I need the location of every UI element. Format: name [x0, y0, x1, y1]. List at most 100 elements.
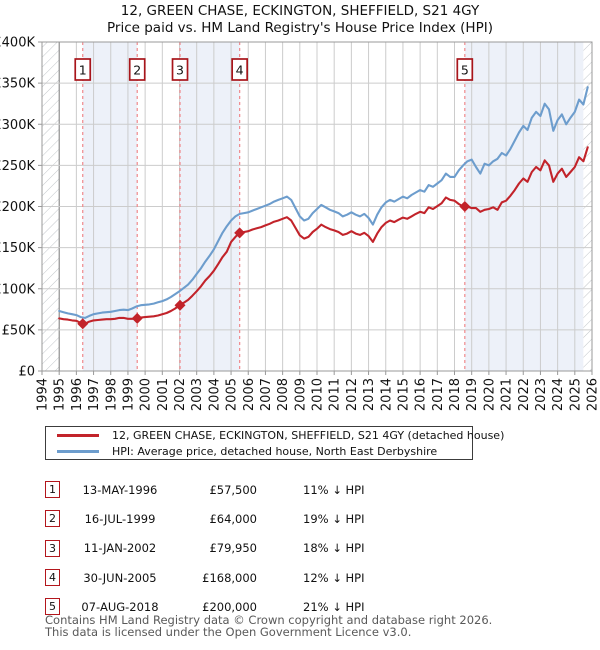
legend-swatch-icon: [57, 449, 99, 453]
x-tick-label-1996: 1996: [70, 378, 85, 411]
sale-date: 30-JUN-2005: [83, 570, 157, 585]
sale-number-badge: 2: [45, 510, 60, 528]
sale-row-1: 1 13-MAY-1996 £57,500 11% ↓ HPI: [45, 475, 565, 504]
sale-vs-hpi: 19% ↓ HPI: [303, 511, 365, 526]
x-tick-label-1994: 1994: [36, 378, 51, 411]
x-tick-label-2007: 2007: [259, 378, 274, 411]
x-tick-label-2024: 2024: [551, 378, 566, 411]
x-tick-label-2023: 2023: [534, 378, 549, 411]
x-tick-label-2001: 2001: [156, 378, 171, 411]
hpi-line: [58, 86, 589, 319]
x-tick-label-2011: 2011: [328, 378, 343, 411]
legend-item-hpi: HPI: Average price, detached house, Nort…: [46, 445, 472, 458]
x-tick-label-1997: 1997: [87, 378, 102, 411]
x-tick-label-2008: 2008: [276, 378, 291, 411]
x-tick-label-2022: 2022: [517, 378, 532, 411]
x-tick-label-2025: 2025: [568, 378, 583, 411]
x-tick-label-2000: 2000: [139, 378, 154, 411]
sale-row-2: 2 16-JUL-1999 £64,000 19% ↓ HPI: [45, 504, 565, 533]
sale-point-3: [174, 299, 186, 311]
sale-point-1: [77, 318, 89, 330]
sale-price: £200,000: [202, 599, 257, 614]
sale-point-5: [459, 201, 471, 212]
sale-date: 16-JUL-1999: [84, 511, 156, 526]
y-tick-label-2: £100K: [0, 282, 35, 297]
sale-marker-box-4: [231, 58, 249, 81]
y-tick-label-1: £50K: [2, 323, 36, 338]
sale-marker-number-3: 3: [176, 63, 184, 78]
plot-border: [41, 41, 593, 372]
sales-table: 1 13-MAY-1996 £57,500 11% ↓ HPI 2 16-JUL-1999…: [45, 475, 565, 621]
x-tick-label-1995: 1995: [53, 378, 68, 411]
legend-label: 12, GREEN CHASE, ECKINGTON, SHEFFIELD, S…: [112, 428, 505, 442]
x-tick-label-2016: 2016: [414, 378, 429, 411]
price-paid-line: [58, 146, 589, 325]
sale-point-4: [234, 227, 246, 239]
sale-row-4: 4 30-JUN-2005 £168,000 12% ↓ HPI: [45, 563, 565, 592]
x-tick-label-2006: 2006: [242, 378, 257, 411]
sale-marker-number-5: 5: [461, 63, 469, 78]
y-tick-label-0: £0: [18, 365, 35, 380]
footer-line2: This data is licensed under the Open Gov…: [45, 624, 412, 639]
x-tick-label-2017: 2017: [431, 378, 446, 411]
page-title: 12, GREEN CHASE, ECKINGTON, SHEFFIELD, S…: [120, 3, 480, 19]
sale-marker-number-1: 1: [79, 63, 87, 78]
price-hpi-chart: 1994 1995 1996 1997 1998 1999 2000 2001 2002 2003…: [0, 36, 600, 412]
sale-row-5: 5 07-AUG-2018 £200,000 21% ↓ HPI: [45, 592, 565, 621]
sale-vs-hpi: 12% ↓ HPI: [303, 570, 365, 585]
x-tick-label-2002: 2002: [173, 378, 188, 411]
x-tick-label-2015: 2015: [396, 378, 411, 411]
sale-point-2: [131, 312, 143, 324]
sale-vs-hpi: 21% ↓ HPI: [303, 599, 365, 614]
sale-date: 11-JAN-2002: [83, 541, 157, 556]
sale-number-badge: 3: [45, 539, 60, 557]
sale-price: £168,000: [202, 570, 257, 585]
y-tick-label-7: £350K: [0, 77, 35, 92]
x-tick-label-2010: 2010: [311, 378, 326, 411]
sale-marker-box-2: [128, 58, 146, 81]
x-tick-label-2009: 2009: [293, 378, 308, 411]
x-tick-label-2012: 2012: [345, 378, 360, 411]
sale-number-badge: 4: [45, 569, 60, 587]
y-tick-label-8: £400K: [0, 36, 35, 51]
y-tick-label-4: £200K: [0, 200, 35, 215]
x-tick-label-2020: 2020: [482, 378, 497, 411]
x-tick-label-2013: 2013: [362, 378, 377, 411]
sale-number-badge: 1: [45, 481, 60, 499]
sale-vs-hpi: 11% ↓ HPI: [303, 482, 365, 497]
y-tick-label-3: £150K: [0, 241, 35, 256]
sale-marker-box-3: [171, 58, 189, 81]
x-tick-label-2004: 2004: [207, 378, 222, 411]
legend-swatch-icon: [57, 433, 99, 437]
y-tick-label-6: £300K: [0, 118, 35, 133]
x-tick-label-2021: 2021: [500, 378, 515, 411]
x-tick-label-2019: 2019: [465, 378, 480, 411]
sale-marker-box-1: [74, 58, 92, 81]
sale-price: £57,500: [209, 482, 257, 497]
sale-vs-hpi: 18% ↓ HPI: [303, 541, 365, 556]
y-tick-label-5: £250K: [0, 159, 35, 174]
sale-marker-box-5: [456, 58, 474, 81]
sale-number-badge: 5: [45, 598, 60, 616]
x-tick-label-1999: 1999: [121, 378, 136, 411]
page-subtitle: Price paid vs. HM Land Registry's House …: [107, 20, 493, 36]
x-tick-label-1998: 1998: [104, 378, 119, 411]
x-tick-label-2014: 2014: [379, 378, 394, 411]
sale-row-3: 3 11-JAN-2002 £79,950 18% ↓ HPI: [45, 534, 565, 563]
sale-price: £79,950: [209, 541, 257, 556]
x-tick-label-2018: 2018: [448, 378, 463, 411]
footer-line1: Contains HM Land Registry data © Crown c…: [45, 613, 493, 627]
sale-marker-number-2: 2: [133, 63, 141, 78]
sale-marker-number-4: 4: [236, 63, 244, 78]
legend-label: HPI: Average price, detached house, Nort…: [112, 444, 438, 458]
footer: Contains HM Land Registry data © Crown c…: [45, 613, 493, 639]
chart-legend: 12, GREEN CHASE, ECKINGTON, SHEFFIELD, S…: [45, 426, 504, 460]
legend-item-price-paid: 12, GREEN CHASE, ECKINGTON, SHEFFIELD, S…: [46, 429, 504, 442]
x-tick-label-2003: 2003: [190, 378, 205, 411]
sale-price: £64,000: [209, 511, 257, 526]
x-tick-label-2005: 2005: [225, 378, 240, 411]
x-tick-label-2026: 2026: [586, 378, 600, 411]
sale-date: 07-AUG-2018: [81, 599, 159, 614]
sale-date: 13-MAY-1996: [82, 482, 158, 497]
